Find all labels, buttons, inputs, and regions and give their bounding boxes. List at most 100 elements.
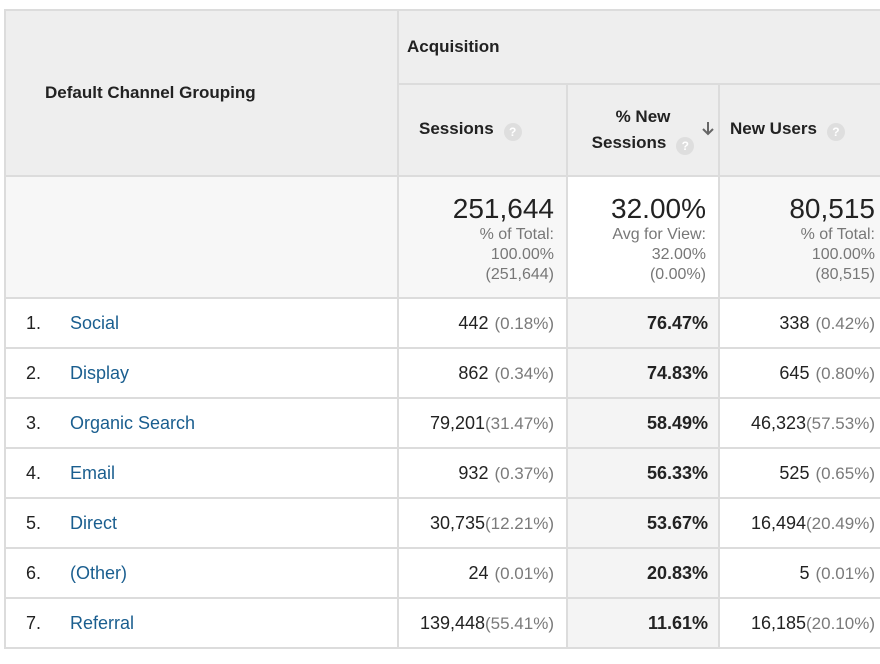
help-icon[interactable]: ? bbox=[826, 123, 845, 141]
help-icon[interactable]: ? bbox=[676, 137, 695, 155]
new-sessions-cell: 11.61% bbox=[566, 597, 720, 649]
table-row: 1. Social 442 (0.18%) 76.47% 338 (0.42%) bbox=[4, 297, 880, 349]
new-users-percent: (0.80%) bbox=[815, 363, 875, 383]
new-sessions-value: 20.83% bbox=[646, 562, 708, 583]
sessions-cell: 442 (0.18%) bbox=[397, 297, 568, 349]
sessions-cell: 932 (0.37%) bbox=[397, 447, 568, 499]
channel-cell: 4. Email bbox=[4, 447, 399, 499]
new-users-percent: (20.10%) bbox=[806, 613, 875, 633]
row-index: 6. bbox=[26, 562, 42, 583]
help-icon[interactable]: ? bbox=[503, 123, 522, 141]
channel-link-referral[interactable]: Referral bbox=[70, 612, 135, 633]
table-row: 6. (Other) 24 (0.01%) 20.83% 5 (0.01%) bbox=[4, 547, 880, 599]
row-index: 4. bbox=[26, 462, 42, 483]
row-index: 5. bbox=[26, 512, 42, 533]
table-row: 5. Direct 30,735(12.21%) 53.67% 16,494(20… bbox=[4, 497, 880, 549]
new-users-cell: 5 (0.01%) bbox=[718, 547, 880, 599]
new-users-cell: 645 (0.80%) bbox=[718, 347, 880, 399]
new-users-total-caption: % of Total: bbox=[800, 226, 875, 243]
new-users-cell: 46,323(57.53%) bbox=[718, 397, 880, 449]
totals-label-cell bbox=[4, 175, 399, 299]
sessions-cell: 30,735(12.21%) bbox=[397, 497, 568, 549]
channel-link-email[interactable]: Email bbox=[70, 462, 116, 483]
new-users-total-percent: 100.00% bbox=[811, 246, 875, 263]
row-index: 1. bbox=[26, 312, 42, 333]
new-sessions-value: 58.49% bbox=[646, 412, 708, 433]
sessions-total-percent: 100.00% bbox=[490, 246, 554, 263]
new-sessions-total-caption: Avg for View: bbox=[612, 226, 706, 243]
sessions-percent: (0.01%) bbox=[494, 563, 554, 583]
sessions-percent: (55.41%) bbox=[485, 613, 554, 633]
sessions-total: 251,644 % of Total: 100.00% (251,644) bbox=[397, 175, 568, 299]
channel-cell: 3. Organic Search bbox=[4, 397, 399, 449]
sessions-percent: (31.47%) bbox=[485, 413, 554, 433]
sessions-value: 30,735 bbox=[429, 512, 486, 533]
new-users-column-label: New Users bbox=[730, 119, 817, 138]
channel-cell: 2. Display bbox=[4, 347, 399, 399]
new-users-value: 525 bbox=[779, 462, 810, 483]
new-users-percent: (0.65%) bbox=[815, 463, 875, 483]
new-sessions-cell: 20.83% bbox=[566, 547, 720, 599]
new-sessions-total-delta: (0.00%) bbox=[649, 266, 706, 283]
sessions-value: 932 bbox=[458, 462, 489, 483]
sessions-percent: (0.18%) bbox=[494, 313, 554, 333]
acquisition-group-header: Acquisition bbox=[397, 9, 880, 85]
row-index: 3. bbox=[26, 412, 42, 433]
new-sessions-cell: 58.49% bbox=[566, 397, 720, 449]
new-users-total-absolute: (80,515) bbox=[815, 266, 875, 283]
explorer-table: Default Channel Grouping Acquisition Ses… bbox=[4, 9, 880, 649]
new-users-value: 46,323 bbox=[750, 412, 807, 433]
new-users-cell: 16,185(20.10%) bbox=[718, 597, 880, 649]
sort-down-arrow-icon[interactable] bbox=[701, 121, 715, 137]
channel-cell: 5. Direct bbox=[4, 497, 399, 549]
new-sessions-cell: 74.83% bbox=[566, 347, 720, 399]
table-row: 7. Referral 139,448(55.41%) 11.61% 16,185… bbox=[4, 597, 880, 649]
table-row: 4. Email 932 (0.37%) 56.33% 525 (0.65%) bbox=[4, 447, 880, 499]
sessions-percent: (0.37%) bbox=[494, 463, 554, 483]
channel-link-display[interactable]: Display bbox=[70, 362, 130, 383]
row-index: 2. bbox=[26, 362, 42, 383]
new-sessions-label-line1: % New bbox=[615, 107, 671, 126]
new-sessions-value: 74.83% bbox=[646, 362, 708, 383]
new-users-percent: (0.01%) bbox=[815, 563, 875, 583]
new-sessions-label-line2: Sessions bbox=[591, 133, 667, 152]
channel-cell: 7. Referral bbox=[4, 597, 399, 649]
channel-link-direct[interactable]: Direct bbox=[70, 512, 118, 533]
new-users-total-value: 80,515 bbox=[789, 193, 875, 224]
sessions-cell: 862 (0.34%) bbox=[397, 347, 568, 399]
channel-link-other[interactable]: (Other) bbox=[70, 562, 128, 583]
sessions-value: 139,448 bbox=[419, 612, 486, 633]
channel-link-organic-search[interactable]: Organic Search bbox=[70, 412, 196, 433]
table-row: 3. Organic Search 79,201(31.47%) 58.49% 4… bbox=[4, 397, 880, 449]
new-sessions-value: 11.61% bbox=[647, 612, 708, 633]
sessions-percent: (0.34%) bbox=[494, 363, 554, 383]
new-users-column-header[interactable]: New Users? bbox=[718, 83, 880, 177]
new-sessions-value: 56.33% bbox=[646, 462, 708, 483]
sessions-total-caption: % of Total: bbox=[479, 226, 554, 243]
sessions-cell: 139,448(55.41%) bbox=[397, 597, 568, 649]
sessions-total-absolute: (251,644) bbox=[485, 266, 555, 283]
table-row: 2. Display 862 (0.34%) 74.83% 645 (0.80%) bbox=[4, 347, 880, 399]
new-users-total: 80,515 % of Total: 100.00% (80,515) bbox=[718, 175, 880, 299]
sessions-value: 79,201 bbox=[429, 412, 486, 433]
new-sessions-value: 76.47% bbox=[646, 312, 708, 333]
new-users-percent: (20.49%) bbox=[806, 513, 875, 533]
sessions-total-value: 251,644 bbox=[452, 193, 554, 224]
sessions-column-header[interactable]: Sessions? bbox=[397, 83, 568, 177]
new-users-cell: 338 (0.42%) bbox=[718, 297, 880, 349]
channel-cell: 1. Social bbox=[4, 297, 399, 349]
dimension-header[interactable]: Default Channel Grouping bbox=[4, 9, 399, 177]
new-sessions-cell: 56.33% bbox=[566, 447, 720, 499]
new-users-percent: (57.53%) bbox=[806, 413, 875, 433]
channel-link-social[interactable]: Social bbox=[70, 312, 120, 333]
new-sessions-column-header[interactable]: % New Sessions? bbox=[566, 83, 720, 177]
acquisition-group-label: Acquisition bbox=[407, 37, 500, 56]
new-sessions-total: 32.00% Avg for View: 32.00% (0.00%) bbox=[566, 175, 720, 299]
row-index: 7. bbox=[26, 612, 42, 633]
sessions-value: 24 bbox=[468, 562, 489, 583]
channel-cell: 6. (Other) bbox=[4, 547, 399, 599]
new-users-percent: (0.42%) bbox=[815, 313, 875, 333]
new-users-cell: 525 (0.65%) bbox=[718, 447, 880, 499]
new-sessions-cell: 76.47% bbox=[566, 297, 720, 349]
